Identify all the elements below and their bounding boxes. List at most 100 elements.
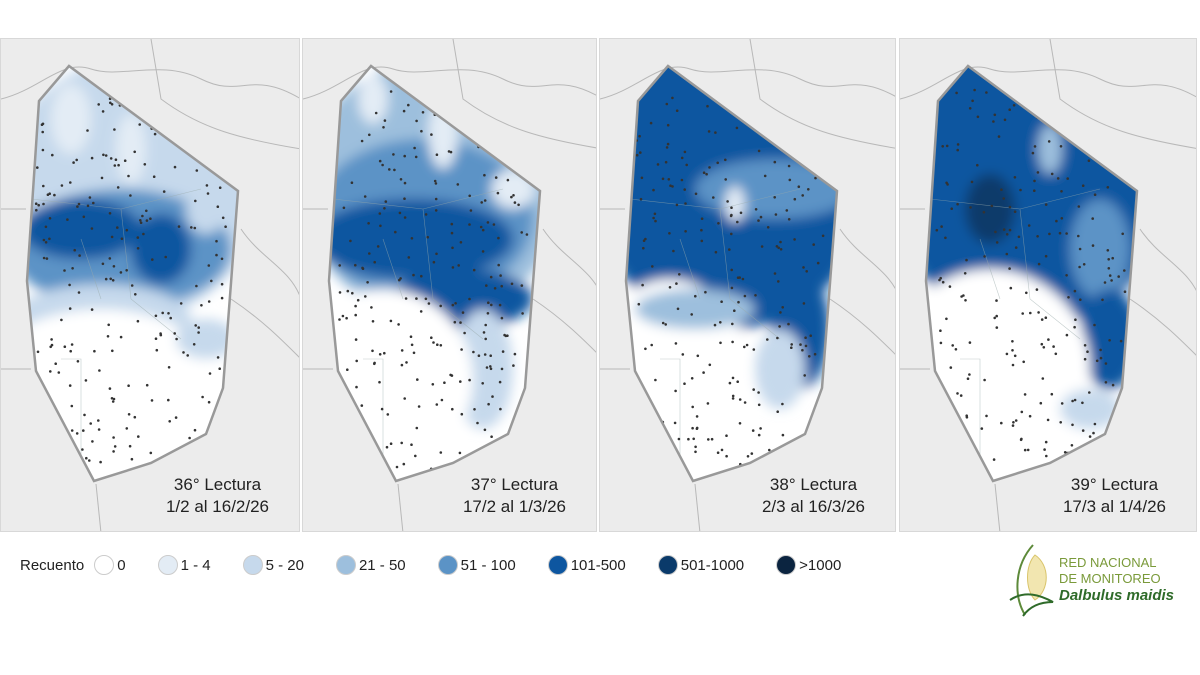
sample-point xyxy=(691,426,694,430)
sample-point xyxy=(812,243,815,246)
sample-point xyxy=(195,169,199,172)
sample-point xyxy=(706,402,710,405)
map-svg xyxy=(600,39,895,531)
sample-point xyxy=(513,201,517,204)
sample-point xyxy=(169,316,172,320)
sample-point xyxy=(1093,193,1097,196)
sample-point xyxy=(1008,205,1012,209)
sample-point xyxy=(487,402,490,406)
sample-point xyxy=(1055,219,1058,223)
sample-point xyxy=(802,266,805,269)
sample-point xyxy=(130,457,134,461)
sample-point xyxy=(802,302,806,305)
sample-point xyxy=(207,264,211,267)
sample-point xyxy=(403,154,406,158)
sample-point xyxy=(123,159,127,162)
sample-point xyxy=(668,286,672,289)
sample-point xyxy=(730,286,734,290)
sample-point xyxy=(154,337,158,341)
sample-point xyxy=(394,230,397,234)
sample-point xyxy=(940,225,943,228)
sample-point xyxy=(155,348,159,352)
sample-point xyxy=(142,92,145,96)
sample-point xyxy=(200,304,203,307)
panel-title: 37° Lectura 17/2 al 1/3/26 xyxy=(463,474,566,518)
sample-point xyxy=(40,456,44,460)
sample-point xyxy=(1117,168,1120,171)
sample-point xyxy=(1097,134,1101,137)
sample-point xyxy=(641,460,644,464)
sample-point xyxy=(790,346,793,350)
legend-swatch xyxy=(157,555,178,575)
sample-point xyxy=(1012,104,1016,107)
sample-point xyxy=(808,147,812,151)
sample-point xyxy=(482,331,486,334)
sample-point xyxy=(795,115,798,118)
sample-point xyxy=(730,206,733,209)
sample-point xyxy=(44,241,48,244)
sample-point xyxy=(646,406,650,409)
sample-point xyxy=(635,153,639,157)
sample-point xyxy=(366,281,369,284)
sample-point xyxy=(346,368,349,372)
sample-point xyxy=(712,196,715,199)
sample-point xyxy=(668,232,671,235)
sample-point xyxy=(639,197,643,201)
sample-point xyxy=(195,284,198,288)
sample-point xyxy=(69,349,72,353)
legend-title: Recuento xyxy=(20,556,85,574)
sample-point xyxy=(373,260,376,264)
sample-point xyxy=(493,287,497,290)
sample-point xyxy=(936,395,939,398)
sample-point xyxy=(385,445,389,449)
sample-point xyxy=(93,349,96,353)
sample-point xyxy=(82,429,85,432)
sample-point xyxy=(472,268,476,272)
sample-point xyxy=(119,88,122,92)
logo-line-1: RED NACIONAL xyxy=(1059,555,1157,570)
sample-point xyxy=(475,110,479,114)
sample-point xyxy=(821,234,825,238)
sample-point xyxy=(720,448,724,452)
sample-point xyxy=(368,133,371,137)
sample-point xyxy=(759,215,763,219)
sample-point xyxy=(463,88,467,91)
sample-point xyxy=(1044,254,1048,258)
sample-point xyxy=(69,181,72,184)
sample-point xyxy=(700,239,704,243)
sample-point xyxy=(400,363,404,367)
sample-point xyxy=(708,166,711,169)
sample-point xyxy=(501,350,505,353)
sample-point xyxy=(485,366,489,369)
sample-point xyxy=(770,133,773,136)
sample-point xyxy=(1044,316,1048,320)
sample-point xyxy=(459,380,462,383)
sample-point xyxy=(757,149,761,153)
sample-point xyxy=(128,444,132,448)
sample-point xyxy=(652,216,655,220)
sample-point xyxy=(781,402,784,406)
sample-point xyxy=(484,323,487,327)
sample-point xyxy=(766,338,769,341)
sample-point xyxy=(439,344,443,347)
sample-point xyxy=(410,343,414,347)
sample-point xyxy=(346,289,350,293)
sample-point xyxy=(49,370,52,373)
sample-point xyxy=(506,334,509,338)
sample-point xyxy=(480,201,483,204)
sample-point xyxy=(738,103,742,107)
sample-point xyxy=(1094,123,1098,127)
sample-point xyxy=(674,389,677,393)
sample-point xyxy=(968,107,972,110)
sample-point xyxy=(634,445,637,449)
sample-point xyxy=(354,338,358,341)
sample-point xyxy=(51,153,54,157)
sample-point xyxy=(694,450,697,454)
sample-point xyxy=(716,161,719,165)
sample-point xyxy=(193,428,197,432)
sample-point xyxy=(1046,103,1049,106)
sample-point xyxy=(42,445,45,448)
sample-point xyxy=(111,400,115,403)
sample-point xyxy=(675,109,679,112)
sample-point xyxy=(492,223,496,226)
